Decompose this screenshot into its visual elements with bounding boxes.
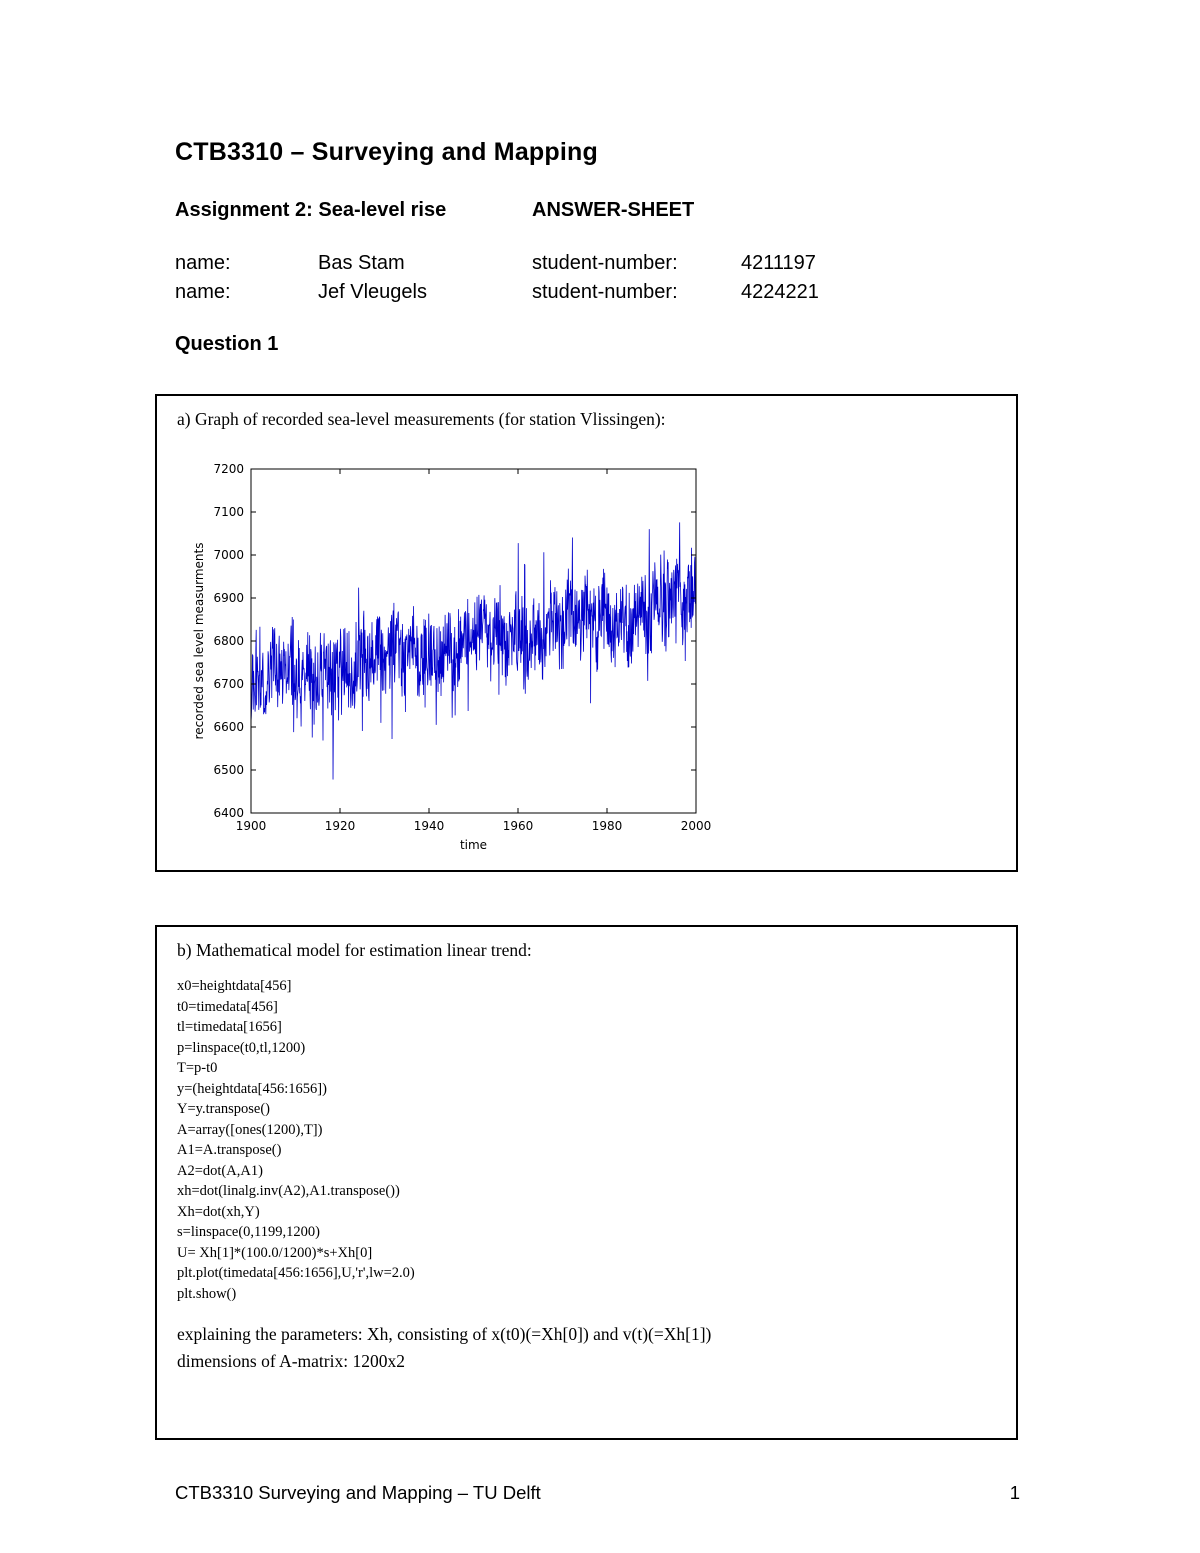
- x-tick-label: 1920: [325, 819, 356, 833]
- student-number-label: student-number:: [532, 252, 678, 274]
- code-line: plt.show(): [177, 1285, 237, 1302]
- student-number-value: 4224221: [741, 281, 819, 303]
- code-line: xh=dot(linalg.inv(A2),A1.transpose()): [177, 1183, 400, 1199]
- name-value: Bas Stam: [318, 252, 405, 274]
- question-heading: Question 1: [175, 333, 279, 355]
- code-line: U= Xh[1]*(100.0/1200)*s+Xh[0]: [177, 1244, 373, 1261]
- x-axis-label: time: [460, 838, 487, 852]
- y-tick-label: 7100: [213, 505, 244, 519]
- code-line: tl=timedata[1656]: [177, 1019, 282, 1035]
- answer-box-b: b) Mathematical model for estimation lin…: [155, 925, 1018, 1440]
- section-a-caption: a) Graph of recorded sea-level measureme…: [177, 409, 666, 429]
- x-tick-label: 1960: [503, 819, 534, 833]
- code-line: A2=dot(A,A1): [177, 1162, 263, 1179]
- x-tick-label: 1940: [414, 819, 445, 833]
- name-label: name:: [175, 252, 231, 274]
- code-line: t0=timedata[456]: [177, 998, 278, 1015]
- x-tick-label: 2000: [681, 819, 712, 833]
- y-tick-label: 6900: [213, 591, 244, 605]
- code-line: A1=A.transpose(): [177, 1142, 282, 1158]
- page-footer: CTB3310 Surveying and Mapping – TU Delft…: [175, 1482, 1020, 1504]
- chart-svg: 6400 6500 6600 6700 6800 6900 7000 7100 7200 1900…: [192, 462, 712, 852]
- y-tick-label: 7200: [213, 462, 244, 476]
- name-table: name: Bas Stam student-number: 4211197 n…: [175, 252, 1035, 310]
- code-line: plt.plot(timedata[456:1656],U,'r',lw=2.0…: [177, 1265, 415, 1281]
- code-line: Xh=dot(xh,Y): [177, 1203, 260, 1220]
- answer-sheet-label: ANSWER-SHEET: [532, 199, 695, 221]
- answer-box-a: a) Graph of recorded sea-level measureme…: [155, 394, 1018, 872]
- code-line: y=(heightdata[456:1656]): [177, 1080, 327, 1097]
- assignment-row: Assignment 2: Sea-level rise ANSWER-SHEE…: [175, 199, 1035, 229]
- code-line: T=p-t0: [177, 1060, 218, 1076]
- y-tick-label: 6400: [213, 806, 244, 820]
- code-block: x0=heightdata[456] t0=timedata[456] tl=tim…: [177, 976, 1016, 1304]
- sea-level-series-line: [250, 522, 697, 780]
- explanation-line: explaining the parameters: Xh, consistin…: [177, 1324, 712, 1344]
- student-number-value: 4211197: [741, 252, 816, 274]
- explanation-line: dimensions of A-matrix: 1200x2: [177, 1351, 405, 1371]
- footer-text: CTB3310 Surveying and Mapping – TU Delft: [175, 1482, 541, 1503]
- y-tick-label: 6500: [213, 763, 244, 777]
- y-tick-label: 6600: [213, 720, 244, 734]
- section-b-caption: b) Mathematical model for estimation lin…: [177, 940, 532, 960]
- code-line: x0=heightdata[456]: [177, 978, 292, 994]
- x-tick-label: 1900: [236, 819, 267, 833]
- assignment-heading: Assignment 2: Sea-level rise: [175, 199, 447, 221]
- student-number-label: student-number:: [532, 281, 678, 303]
- name-row: name: Jef Vleugels student-number: 42242…: [175, 281, 1035, 310]
- name-label: name:: [175, 281, 231, 303]
- y-tick-label: 6700: [213, 677, 244, 691]
- page-number: 1: [1009, 1482, 1020, 1503]
- sea-level-chart: 6400 6500 6600 6700 6800 6900 7000 7100 7200 1900…: [189, 446, 819, 858]
- code-line: Y=y.transpose(): [177, 1101, 271, 1117]
- page-title: CTB3310 – Surveying and Mapping: [175, 138, 598, 166]
- name-row: name: Bas Stam student-number: 4211197: [175, 252, 1035, 281]
- explanation: explaining the parameters: Xh, consistin…: [177, 1321, 1016, 1375]
- y-tick-label: 6800: [213, 634, 244, 648]
- x-tick-label: 1980: [592, 819, 623, 833]
- code-line: A=array([ones(1200),T]): [177, 1121, 323, 1138]
- code-line: p=linspace(t0,tl,1200): [177, 1039, 306, 1056]
- y-axis-label: recorded sea level measurments: [192, 543, 206, 740]
- code-line: s=linspace(0,1199,1200): [177, 1224, 320, 1240]
- y-tick-label: 7000: [213, 548, 244, 562]
- name-value: Jef Vleugels: [318, 281, 427, 303]
